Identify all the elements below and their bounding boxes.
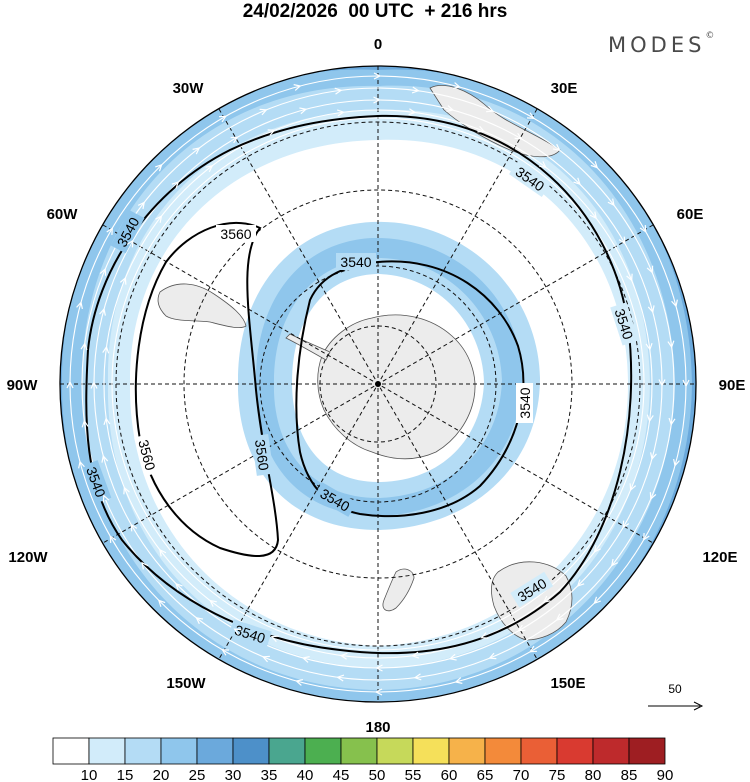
brand-mark: ©	[705, 31, 715, 41]
colorbar-swatch	[412, 737, 450, 765]
colorbar-swatch	[448, 737, 486, 765]
new-zealand	[382, 568, 415, 612]
colorbar-label: 20	[153, 767, 170, 782]
antarctica	[317, 314, 476, 460]
colorbar-swatch	[304, 737, 342, 765]
lon-label-150w: 150W	[166, 675, 206, 692]
lon-label-60w: 60W	[47, 206, 79, 223]
colorbar-label: 90	[657, 767, 674, 782]
lon-label-150e: 150E	[550, 675, 585, 692]
colorbar: 10 15 20 25 30 35 40 45 50 55 60 65 70 75 80 85 90	[52, 737, 674, 782]
colorbar-label: 75	[549, 767, 566, 782]
colorbar-swatch	[88, 737, 126, 765]
lon-label-120w: 120W	[8, 549, 48, 566]
colorbar-label: 45	[333, 767, 350, 782]
colorbar-label: 35	[261, 767, 278, 782]
colorbar-swatch	[340, 737, 378, 765]
lon-label-90w: 90W	[7, 377, 39, 394]
colorbar-label: 50	[369, 767, 386, 782]
brand-text: MODES	[608, 33, 706, 57]
colorbar-label: 40	[297, 767, 314, 782]
lon-label-180: 180	[365, 719, 390, 736]
colorbar-swatch	[124, 737, 162, 765]
colorbar-label: 15	[117, 767, 134, 782]
colorbar-swatch	[268, 737, 306, 765]
south-america	[157, 283, 247, 329]
contour-label: 3540	[517, 387, 533, 418]
arrow-right-icon	[648, 701, 704, 711]
colorbar-label: 55	[405, 767, 422, 782]
lon-label-90e: 90E	[719, 377, 746, 394]
colorbar-swatch	[592, 737, 630, 765]
colorbar-swatch	[232, 737, 270, 765]
colorbar-swatch	[556, 737, 594, 765]
contour-label: 3540	[340, 254, 371, 270]
colorbar-label: 80	[585, 767, 602, 782]
brand-logo: MODES©	[608, 31, 715, 57]
lon-label-120e: 120E	[702, 549, 737, 566]
land-masses	[157, 85, 573, 641]
colorbar-label: 25	[189, 767, 206, 782]
colorbar-label: 85	[621, 767, 638, 782]
colorbar-swatch	[628, 737, 666, 765]
reference-vector: 50	[648, 682, 704, 711]
colorbar-label: 70	[513, 767, 530, 782]
map-border	[59, 65, 697, 703]
lon-label-30e: 30E	[551, 80, 578, 97]
colorbar-label: 30	[225, 767, 242, 782]
contour-label: 3560	[220, 226, 251, 242]
colorbar-swatch	[52, 737, 90, 765]
contour-label: 3560	[252, 438, 272, 471]
map-title: 24/02/2026 00 UTC + 216 hrs	[242, 1, 508, 22]
south-pole-marker	[375, 381, 381, 387]
reference-vector-label: 50	[668, 682, 682, 696]
colorbar-swatch	[484, 737, 522, 765]
colorbar-label: 10	[81, 767, 98, 782]
lon-label-0: 0	[374, 36, 382, 53]
colorbar-swatch	[196, 737, 234, 765]
contour-label: 3560	[135, 438, 159, 472]
colorbar-swatch	[520, 737, 558, 765]
wind-streamlines	[69, 75, 687, 693]
lon-label-60e: 60E	[677, 206, 704, 223]
contour-3540-inner	[295, 260, 525, 518]
colorbar-label: 65	[477, 767, 494, 782]
colorbar-swatch	[160, 737, 198, 765]
lon-label-30w: 30W	[173, 80, 205, 97]
contour-3560	[134, 221, 280, 558]
colorbar-swatch	[376, 737, 414, 765]
antarctic-peninsula	[285, 333, 331, 361]
colorbar-label: 60	[441, 767, 458, 782]
longitude-labels: 0 30W 30E 60W 60E 90W 90E 120W 120E 150W…	[7, 36, 746, 736]
streamline-arrows	[66, 72, 690, 696]
